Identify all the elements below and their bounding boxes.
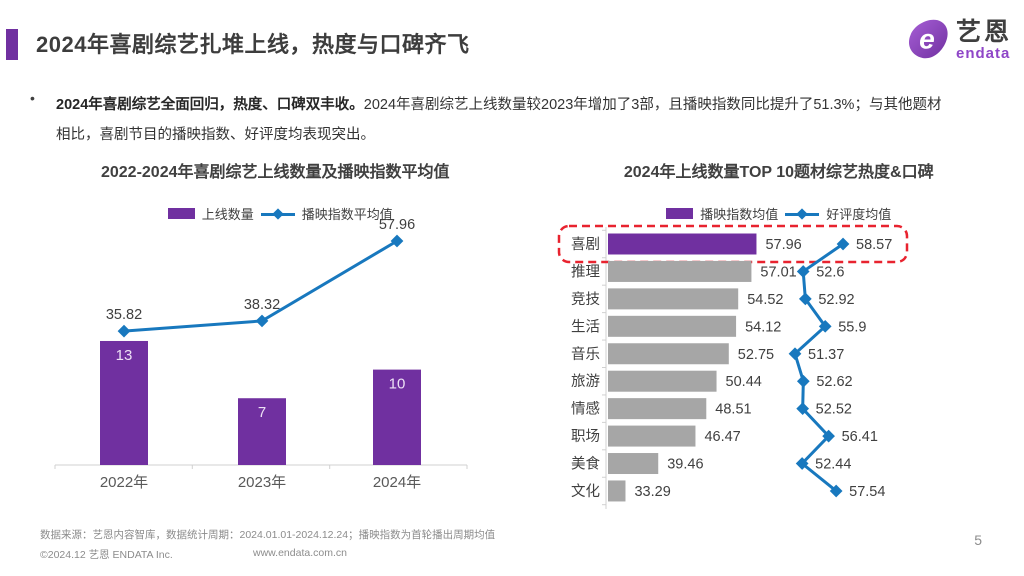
data-source-note: 数据来源：艺恩内容智库，数据统计周期：2024.01.01-2024.12.24… [40,529,496,541]
bar-美食 [608,453,659,475]
bar-value-label: 46.47 [705,429,741,445]
bar-2024年 [373,369,421,465]
right-combo-chart: 2024年上线数量TOP 10题材综艺热度&口碑 播映指数均值 好评度均值 喜剧… [543,158,1014,518]
summary-normal: 2024年喜剧综艺上线数量较2023年增加了3部，且播映指数同比提升了51.3%… [56,97,942,143]
line-value-label: 52.6 [817,264,845,280]
category-label-情感: 情感 [571,401,600,418]
line-value-label: 52.62 [817,374,853,390]
bar-音乐 [608,343,730,365]
line-point [796,402,810,416]
x-axis-label: 2024年 [373,474,421,491]
left-chart-plot: 13 2022年 7 2023年 10 2024年 35.82 38.32 57.96 [54,217,468,491]
bar-legend-label: 播映指数均值 [700,207,779,222]
line-legend-label: 播映指数平均值 [301,207,393,222]
line-value-label: 55.9 [839,319,867,335]
charts-row: 2022-2024年喜剧综艺上线数量及播映指数平均值 上线数量 播映指数平均值 … [35,158,1014,518]
bar-生活 [608,315,737,337]
logo-text-cn: 艺恩 [955,18,1012,47]
line-value-label: 57.54 [850,484,886,500]
bar-竞技 [608,288,739,310]
logo-text-en: endata [955,44,1011,62]
copyright-note: ©2024.12 艺恩 ENDATA Inc. [40,549,173,561]
endata-logo-icon: e [908,19,948,59]
right-chart-title: 2024年上线数量TOP 10题材综艺热度&口碑 [623,164,934,181]
summary-text: 2024年喜剧综艺全面回归，热度、口碑双丰收。2024年喜剧综艺上线数量较202… [30,90,950,150]
bar-2023年 [238,398,286,465]
right-chart-plot: 喜剧 57.96 推理 57.01 竞技 54.52 生活 54.12 音乐 52.75 旅游 50.… [558,224,909,509]
left-chart-legend: 上线数量 播映指数平均值 [35,204,525,223]
bullet-marker: • [30,90,35,106]
bar-legend-swatch-icon [666,208,694,219]
bar-value-label: 7 [258,404,266,421]
line-point [117,324,131,338]
category-label-竞技: 竞技 [571,290,600,308]
line-value-label: 52.44 [816,457,852,473]
trend-line [793,242,845,493]
page-number: 5 [974,532,982,548]
category-label-推理: 推理 [571,263,600,280]
line-point [390,234,404,248]
line-point [797,374,811,388]
bar-value-label: 54.12 [746,319,782,335]
line-value-label: 51.37 [808,347,844,363]
bar-喜剧 [608,233,757,255]
line-value-label: 52.52 [816,402,852,418]
category-label-喜剧: 喜剧 [571,236,600,253]
summary-block: • 2024年喜剧综艺全面回归，热度、口碑双丰收。2024年喜剧综艺上线数量较2… [30,90,950,150]
left-combo-chart: 2022-2024年喜剧综艺上线数量及播映指数平均值 上线数量 播映指数平均值 … [35,158,525,518]
bar-value-label: 57.01 [761,264,797,280]
line-value-label: 56.41 [842,429,878,445]
bar-情感 [608,398,707,420]
title-accent-bar [6,29,18,60]
category-label-职场: 职场 [571,428,600,445]
bar-推理 [608,260,752,282]
line-value-label: 52.92 [819,292,855,308]
bar-value-label: 10 [389,376,406,393]
x-axis-label: 2022年 [100,474,148,491]
right-chart-legend: 播映指数均值 好评度均值 [543,204,1014,223]
line-value-label: 58.57 [856,237,892,253]
line-point [822,429,836,443]
category-label-旅游: 旅游 [571,373,600,390]
website-link: www.endata.com.cn [253,547,347,559]
line-point [255,314,269,328]
category-label-音乐: 音乐 [571,346,600,363]
bar-legend-label: 上线数量 [201,207,254,222]
bar-value-label: 48.51 [716,402,752,418]
line-point [830,484,843,498]
bar-value-label: 39.46 [668,457,704,473]
line-value-label: 38.32 [244,297,280,313]
bar-职场 [608,425,696,447]
page-title: 2024年喜剧综艺扎堆上线，热度与口碑齐飞 [36,32,470,57]
endata-logo: e 艺恩 endata [902,14,1012,66]
line-legend-swatch-icon [785,207,820,220]
category-label-美食: 美食 [571,456,600,473]
bar-value-label: 54.52 [748,292,784,308]
bar-旅游 [608,370,718,392]
line-value-label: 35.82 [106,307,142,323]
x-axis-label: 2023年 [238,474,286,491]
svg-text:e: e [919,24,935,55]
bar-legend-swatch-icon [167,208,195,219]
category-label-生活: 生活 [571,318,600,335]
line-legend-swatch-icon [260,207,295,220]
category-label-文化: 文化 [571,483,600,500]
bar-value-label: 57.96 [766,237,802,253]
bar-value-label: 50.44 [726,374,762,390]
bar-value-label: 33.29 [635,484,671,500]
line-value-label: 57.96 [379,217,415,233]
bar-文化 [608,480,626,502]
bar-value-label: 52.75 [738,347,774,363]
line-legend-label: 好评度均值 [826,207,892,222]
bar-value-label: 13 [116,347,133,364]
left-chart-title: 2022-2024年喜剧综艺上线数量及播映指数平均值 [100,164,450,181]
summary-bold: 2024年喜剧综艺全面回归，热度、口碑双丰收。 [56,97,364,113]
bar-2022年 [100,340,148,465]
